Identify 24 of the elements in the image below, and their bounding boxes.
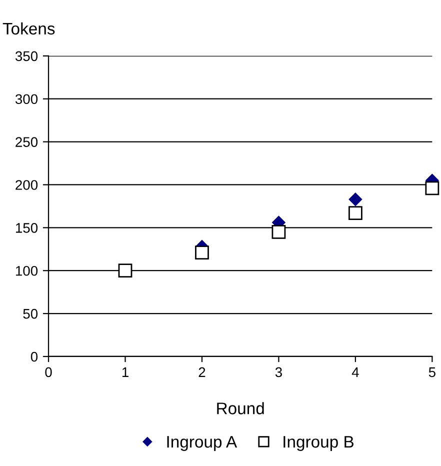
y-tick-label: 350 bbox=[15, 51, 38, 62]
x-tick-label: 3 bbox=[275, 367, 282, 378]
legend-label: Ingroup A bbox=[167, 436, 238, 451]
y-tick-label: 0 bbox=[30, 352, 38, 362]
legend-label: Ingroup B bbox=[284, 436, 354, 451]
x-tick-label: 4 bbox=[352, 367, 359, 377]
x-tick-label: 2 bbox=[198, 367, 206, 377]
point bbox=[118, 264, 132, 278]
y-tick-label: 100 bbox=[16, 266, 38, 276]
x-axis-title: Round bbox=[217, 402, 264, 414]
point bbox=[348, 192, 362, 206]
y-tick-label: 50 bbox=[23, 308, 38, 319]
y-tick-label: 250 bbox=[16, 137, 38, 147]
y-axis-title: Tokens bbox=[2, 22, 55, 35]
y-tick-label: 150 bbox=[16, 223, 38, 233]
point bbox=[195, 246, 209, 260]
point bbox=[272, 225, 286, 239]
x-tick-label: 0 bbox=[45, 367, 52, 378]
x-tick-label: 1 bbox=[122, 367, 128, 377]
y-tick-label: 200 bbox=[16, 180, 38, 190]
x-tick-label: 5 bbox=[428, 367, 436, 378]
point bbox=[425, 181, 440, 196]
y-tick-label: 300 bbox=[15, 94, 38, 104]
point bbox=[348, 206, 362, 220]
